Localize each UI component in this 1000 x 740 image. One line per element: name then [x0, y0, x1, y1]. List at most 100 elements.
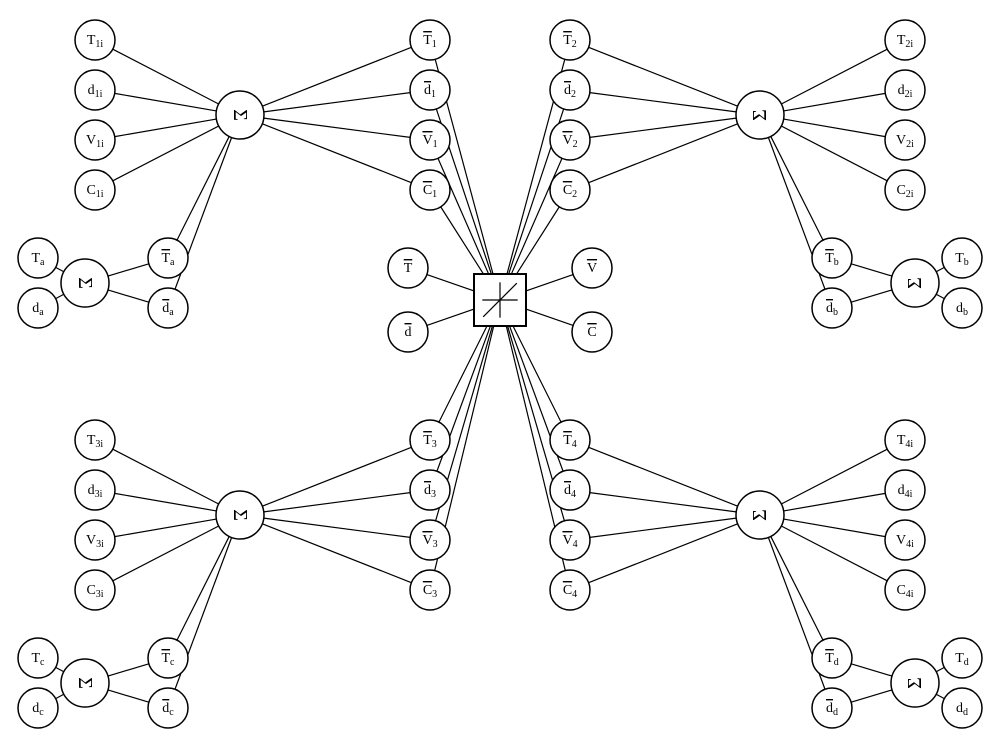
- edge-SC-Tcb: [108, 664, 149, 676]
- svg-text:V: V: [587, 261, 597, 276]
- edge-SB-Tbb: [851, 264, 892, 276]
- edge-SC-dc: [56, 694, 64, 698]
- node-d3i: d3i: [75, 470, 115, 510]
- edge-S2-T2b: [589, 47, 738, 106]
- sigma-icon: Σ: [229, 109, 251, 121]
- sigma-icon: Σ: [749, 509, 771, 521]
- node-S3: Σ: [216, 491, 264, 539]
- edge-S4-V4b: [590, 518, 736, 537]
- edge-center-V1b: [438, 158, 490, 276]
- edge-SB-Tb: [936, 267, 944, 271]
- edge-S4-d4b: [590, 493, 736, 512]
- network-diagram: TdVCT1d1V1C1T2d2V2C2T3d3V3C3T4d4V4C4ΣΣΣΣ…: [0, 0, 1000, 740]
- edge-SC-dcb: [108, 690, 149, 702]
- edge-SD-ddb: [851, 690, 892, 702]
- node-V1b: V1: [410, 120, 450, 160]
- nodes-layer: TdVCT1d1V1C1T2d2V2C2T3d3V3C3T4d4V4C4ΣΣΣΣ…: [18, 20, 982, 728]
- edge-center-cd: [427, 309, 476, 326]
- node-dc: dc: [18, 688, 58, 728]
- sigma-icon: Σ: [74, 277, 96, 289]
- node-ddb: dd: [812, 688, 852, 728]
- svg-text:d: d: [405, 325, 412, 340]
- node-T1b: T1: [410, 20, 450, 60]
- node-Tb: Tb: [942, 238, 982, 278]
- edge-center-cT: [427, 275, 476, 292]
- edge-S4-V4i: [784, 519, 886, 537]
- sigma-icon: Σ: [904, 277, 926, 289]
- edge-SC-Tc: [56, 667, 64, 671]
- edge-SB-db: [936, 294, 944, 298]
- edge-SA-da: [56, 294, 64, 298]
- node-T3i: T3i: [75, 420, 115, 460]
- node-d1i: d1i: [75, 70, 115, 110]
- node-C2b: C2: [550, 170, 590, 210]
- sigma-icon: Σ: [904, 677, 926, 689]
- node-C1i: C1i: [75, 170, 115, 210]
- edge-center-T4b: [512, 323, 561, 422]
- edge-S2-V2b: [590, 118, 736, 137]
- edge-S4-C4b: [589, 524, 738, 583]
- node-db: db: [942, 288, 982, 328]
- node-V4i: V4i: [885, 520, 925, 560]
- node-d2i: d2i: [885, 70, 925, 110]
- node-SB: Σ: [891, 259, 939, 307]
- node-d1b: d1: [410, 70, 450, 110]
- edge-S2-d2b: [590, 93, 736, 112]
- edge-center-cC: [525, 309, 574, 326]
- edge-SB-dbb: [851, 290, 892, 302]
- node-T2b: T2: [550, 20, 590, 60]
- edge-S3-C3b: [262, 524, 411, 583]
- edge-S1-C1b: [262, 124, 411, 183]
- node-V2i: V2i: [885, 120, 925, 160]
- edge-S1-V1b: [264, 118, 410, 137]
- node-S1: Σ: [216, 91, 264, 139]
- node-Ta: Ta: [18, 238, 58, 278]
- node-dbb: db: [812, 288, 852, 328]
- node-T4i: T4i: [885, 420, 925, 460]
- sigma-icon: Σ: [229, 509, 251, 521]
- node-V3i: V3i: [75, 520, 115, 560]
- edge-S1-Tab: [177, 136, 229, 240]
- edge-center-V2b: [510, 158, 562, 276]
- edge-SD-Td: [936, 667, 944, 671]
- node-Td: Td: [942, 638, 982, 678]
- node-d2b: d2: [550, 70, 590, 110]
- node-T1i: T1i: [75, 20, 115, 60]
- edge-S1-V1i: [115, 119, 217, 137]
- edge-S3-T3b: [262, 447, 411, 506]
- node-T3b: T3: [410, 420, 450, 460]
- edge-S4-d4i: [784, 493, 886, 511]
- edge-S4-Tdb: [771, 536, 823, 640]
- node-SD: Σ: [891, 659, 939, 707]
- edge-S2-C2b: [589, 124, 738, 183]
- sigma-icon: Σ: [74, 677, 96, 689]
- edge-S1-d1b: [264, 93, 410, 112]
- node-center: [474, 274, 526, 326]
- edges-layer: [56, 47, 945, 702]
- edge-SD-Tdb: [851, 664, 892, 676]
- edge-center-cV: [525, 275, 574, 292]
- edge-S4-T4b: [589, 447, 738, 506]
- node-C1b: C1: [410, 170, 450, 210]
- edge-S3-Tcb: [177, 536, 229, 640]
- node-C2i: C2i: [885, 170, 925, 210]
- node-Tab: Ta: [148, 238, 188, 278]
- node-da: da: [18, 288, 58, 328]
- node-d4i: d4i: [885, 470, 925, 510]
- node-S4: Σ: [736, 491, 784, 539]
- node-SA: Σ: [61, 259, 109, 307]
- edge-S3-d3i: [115, 493, 217, 511]
- edge-S2-V2i: [784, 119, 886, 137]
- node-cV: V: [572, 248, 612, 288]
- node-T2i: T2i: [885, 20, 925, 60]
- edge-S1-d1i: [115, 93, 217, 111]
- node-cd: d: [388, 312, 428, 352]
- node-SC: Σ: [61, 659, 109, 707]
- node-C4i: C4i: [885, 570, 925, 610]
- sigma-icon: Σ: [749, 109, 771, 121]
- node-V4b: V4: [550, 520, 590, 560]
- node-dd: dd: [942, 688, 982, 728]
- edge-S2-Tbb: [771, 136, 823, 240]
- edge-S2-d2i: [784, 93, 886, 111]
- node-T4b: T4: [550, 420, 590, 460]
